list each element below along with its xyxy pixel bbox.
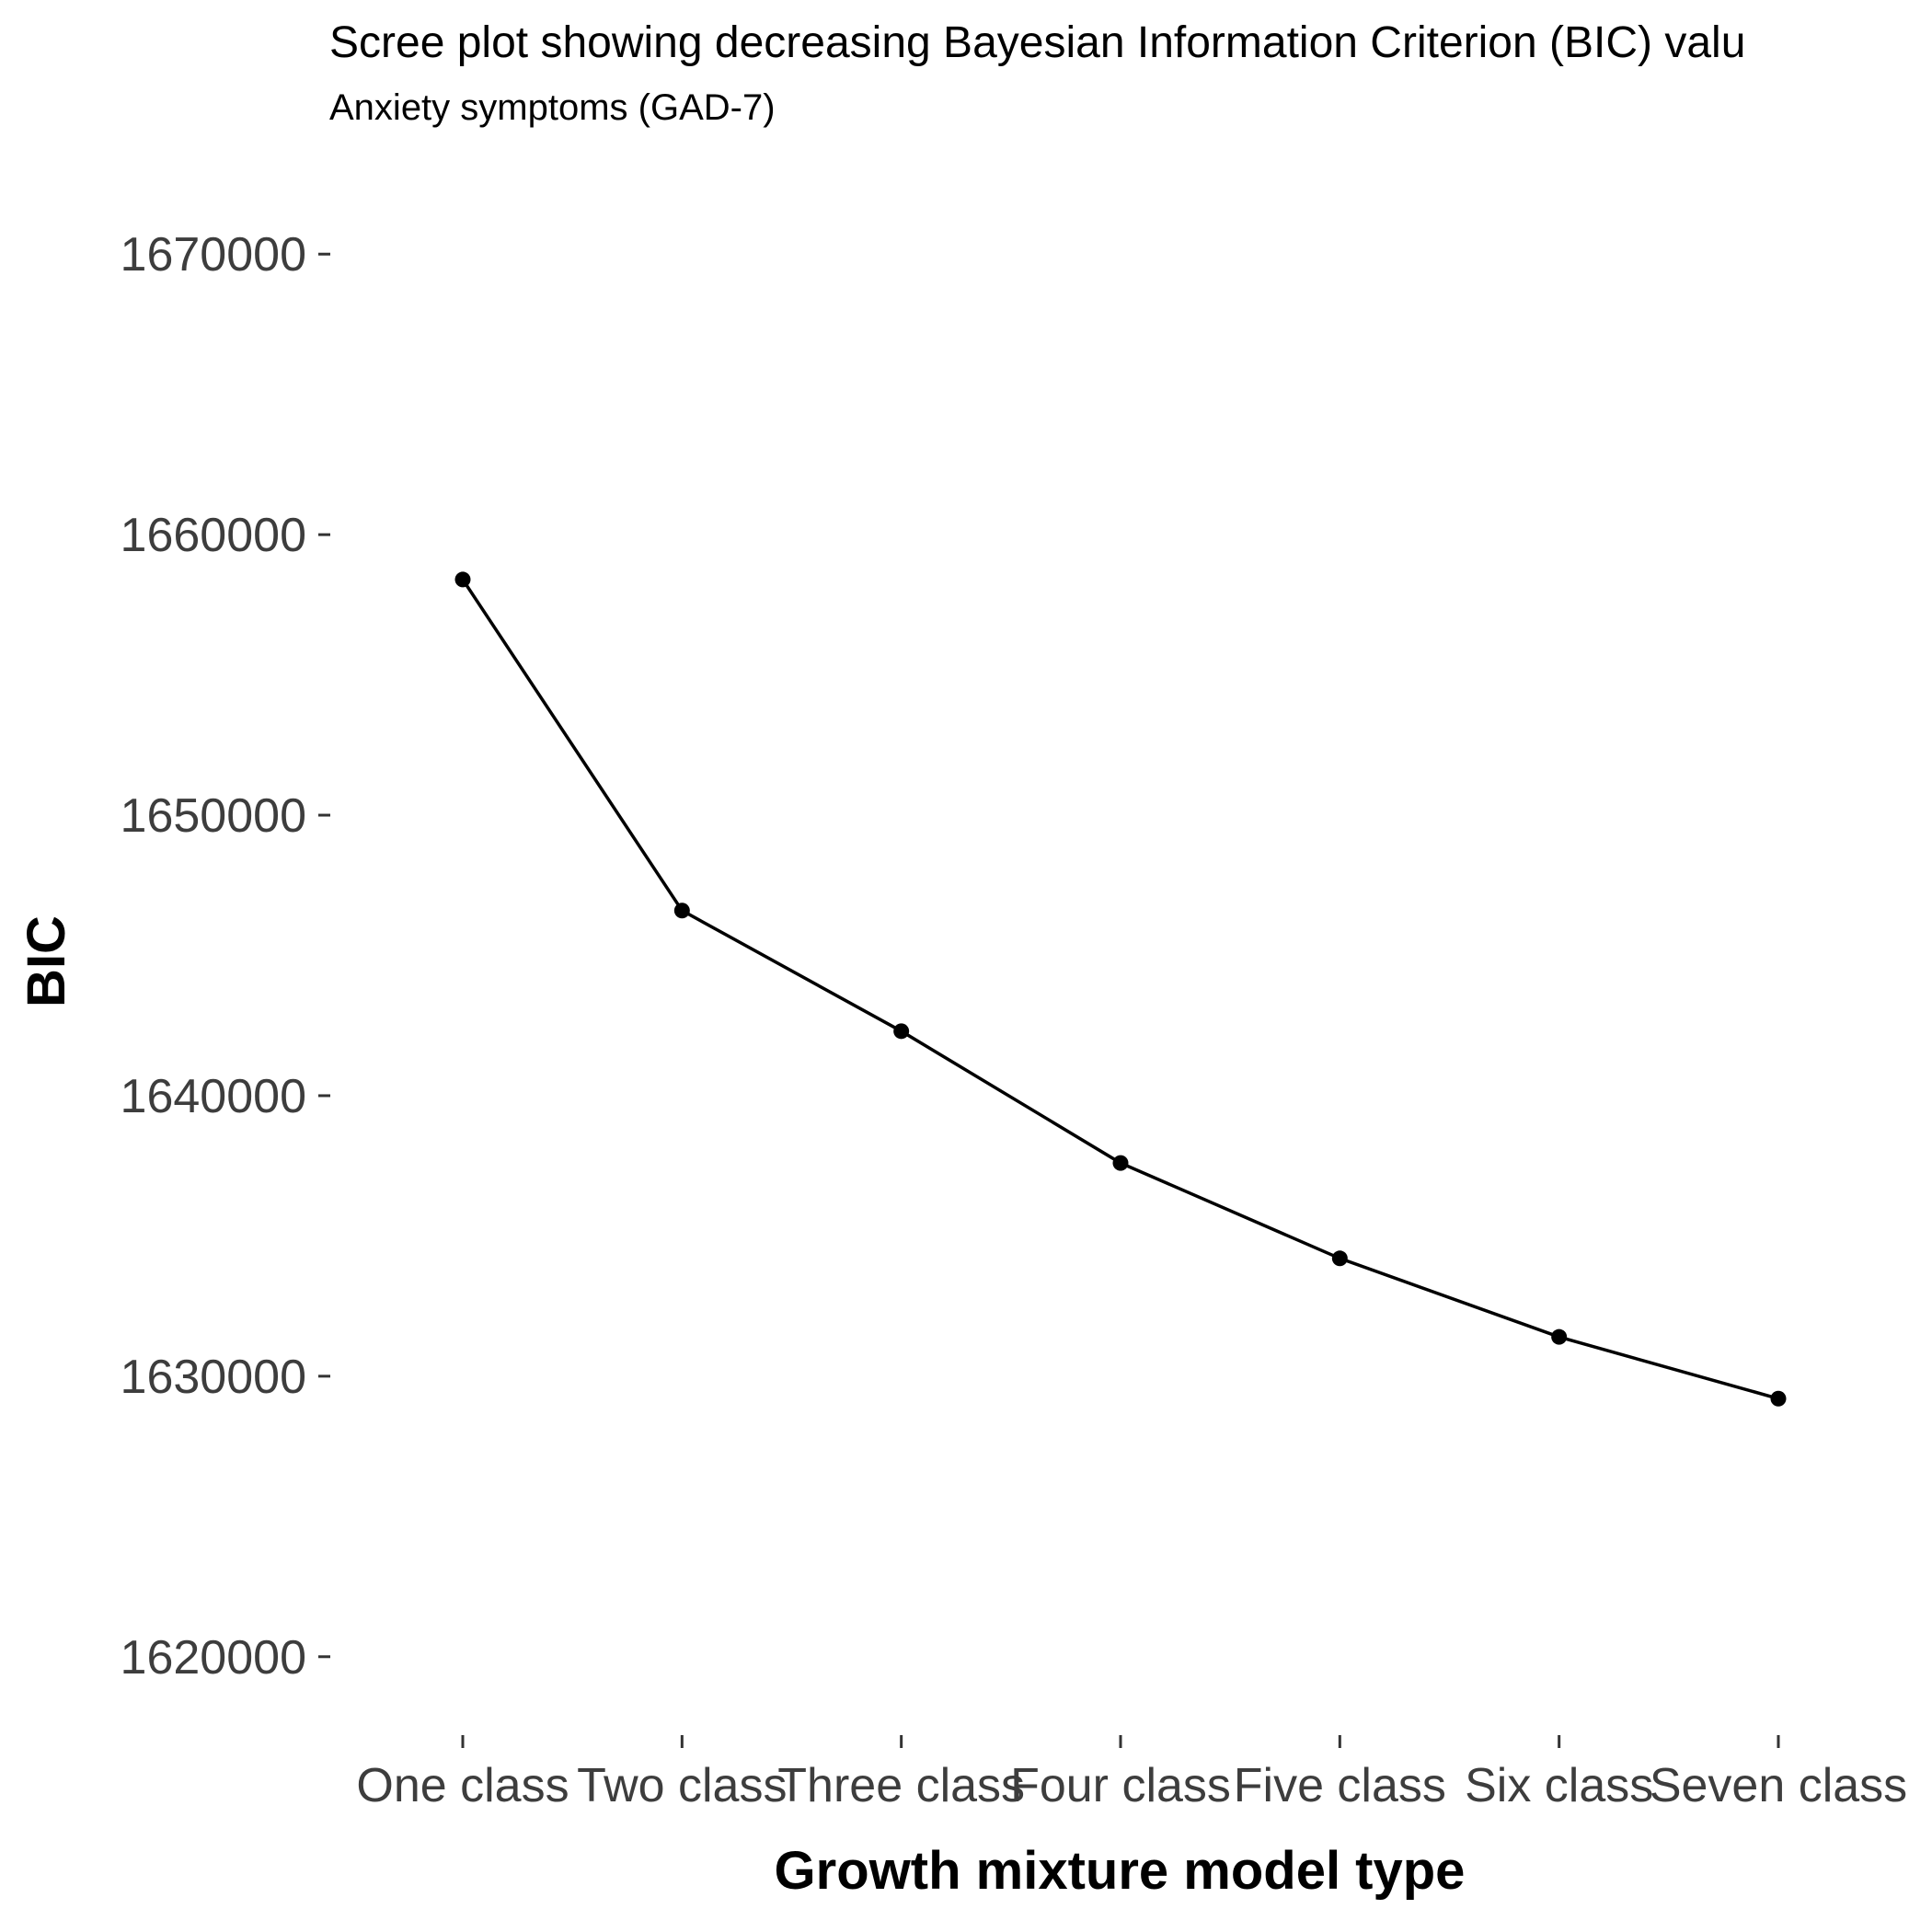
chart-title: Scree plot showing decreasing Bayesian I…: [329, 18, 1745, 67]
y-axis: 1620000 1630000 1640000 1650000 1660000 16700…: [121, 228, 330, 1685]
data-point: [454, 571, 471, 588]
x-tick-label: One class: [356, 1759, 569, 1812]
y-tick-label: 1650000: [121, 789, 306, 843]
data-point: [893, 1023, 910, 1040]
y-tick-label: 1640000: [121, 1070, 306, 1123]
data-point: [1331, 1250, 1348, 1267]
data-point: [1112, 1155, 1129, 1171]
x-axis-title: Growth mixture model type: [775, 1841, 1466, 1901]
y-tick-label: 1670000: [121, 228, 306, 282]
series-line: [461, 578, 1779, 1400]
x-tick-label: Three class: [777, 1759, 1025, 1812]
x-tick-label: Four class: [1010, 1759, 1231, 1812]
y-tick-label: 1620000: [121, 1631, 306, 1685]
data-point: [673, 903, 690, 919]
x-tick-label: Seven class: [1650, 1759, 1907, 1812]
y-tick-label: 1630000: [121, 1351, 306, 1404]
data-point: [1551, 1328, 1568, 1345]
bic-series: [454, 571, 1787, 1407]
x-tick-label: Two class: [577, 1759, 787, 1812]
chart-subtitle: Anxiety symptoms (GAD-7): [329, 87, 776, 128]
x-tick-label: Six class: [1465, 1759, 1653, 1812]
y-axis-title: BIC: [17, 915, 76, 1007]
y-tick-label: 1660000: [121, 509, 306, 562]
x-tick-label: Five class: [1234, 1759, 1446, 1812]
data-point: [1770, 1390, 1787, 1407]
